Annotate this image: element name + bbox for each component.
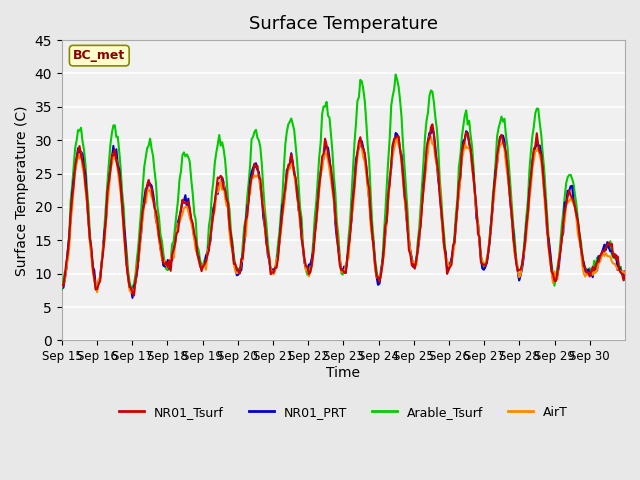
Title: Surface Temperature: Surface Temperature [249,15,438,33]
Legend: NR01_Tsurf, NR01_PRT, Arable_Tsurf, AirT: NR01_Tsurf, NR01_PRT, Arable_Tsurf, AirT [114,401,573,424]
X-axis label: Time: Time [326,366,360,380]
Y-axis label: Surface Temperature (C): Surface Temperature (C) [15,105,29,276]
Text: BC_met: BC_met [73,49,125,62]
